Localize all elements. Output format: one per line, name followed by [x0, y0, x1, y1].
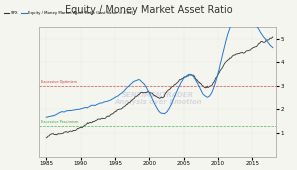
Text: Excessive Pessimism: Excessive Pessimism: [41, 120, 79, 124]
Text: Excessive Optimism: Excessive Optimism: [41, 80, 78, 84]
Text: SENTIMENTRADER
Analysis over Emotion: SENTIMENTRADER Analysis over Emotion: [114, 92, 202, 105]
Text: Equity / Money Market Asset Ratio: Equity / Money Market Asset Ratio: [65, 5, 232, 15]
Legend: SPX, Equity / Money Market Asset Ratio (Last Value = 4.62): SPX, Equity / Money Market Asset Ratio (…: [2, 10, 135, 17]
